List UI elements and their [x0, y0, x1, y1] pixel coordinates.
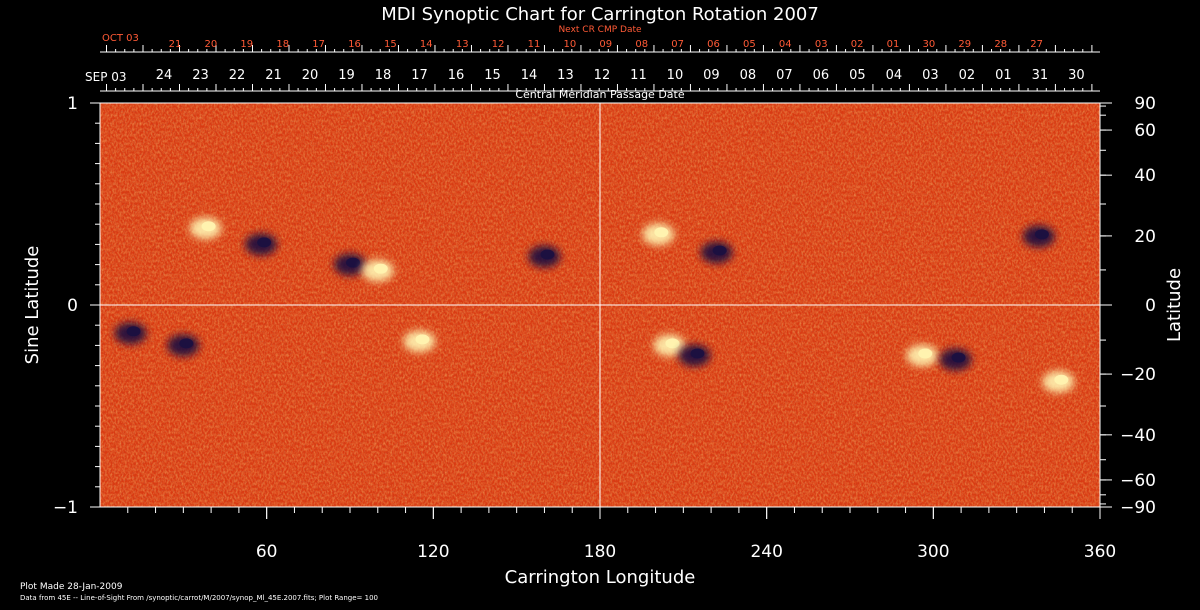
- y-tick-right-label: 90: [1134, 94, 1156, 114]
- cmp-date-axis-label: Central Meridian Passage Date: [515, 88, 684, 101]
- active-region-core: [179, 338, 194, 349]
- active-region-core: [712, 245, 727, 256]
- next-date-label: 09: [599, 39, 612, 50]
- active-region-core: [665, 338, 680, 349]
- cmp-date-label: 05: [849, 68, 866, 83]
- cmp-date-label: 23: [192, 68, 209, 83]
- active-region-core: [201, 221, 216, 232]
- cmp-date-label: 14: [521, 68, 538, 83]
- y-axis-label-left: Sine Latitude: [22, 246, 43, 365]
- y-tick-left-label: −1: [53, 498, 78, 518]
- next-date-label: 06: [707, 39, 720, 50]
- active-region-core: [918, 348, 933, 359]
- axes-group: 60 120 180 240 300 36010−1906040200−20−40−60−…: [53, 39, 1156, 562]
- next-date-label: 08: [635, 39, 648, 50]
- y-tick-right-label: −40: [1120, 426, 1156, 446]
- active-region-core: [346, 257, 360, 268]
- chart-title: MDI Synoptic Chart for Carrington Rotati…: [381, 4, 819, 25]
- cmp-date-label: 20: [302, 68, 319, 83]
- next-date-label: 28: [994, 39, 1007, 50]
- active-region-core: [690, 348, 705, 359]
- y-tick-left-label: 0: [67, 296, 78, 316]
- next-date-label: 16: [348, 39, 361, 50]
- x-tick-label: 360: [1084, 542, 1116, 562]
- cmp-date-label: 10: [667, 68, 684, 83]
- next-date-label: 21: [169, 39, 182, 50]
- active-region-core: [1034, 229, 1049, 240]
- cmp-date-label: 06: [813, 68, 830, 83]
- y-tick-right-label: −60: [1120, 471, 1156, 491]
- y-tick-right-label: 20: [1134, 227, 1156, 247]
- y-tick-right-label: 60: [1134, 121, 1156, 141]
- next-date-label: 03: [815, 39, 828, 50]
- cmp-date-label: 17: [411, 68, 428, 83]
- active-region-core: [373, 263, 388, 274]
- next-date-label: 15: [384, 39, 397, 50]
- next-date-label: 13: [456, 39, 469, 50]
- cmp-date-label: 08: [740, 68, 757, 83]
- next-date-axis-label: Next CR CMP Date: [558, 25, 642, 35]
- active-regions: [114, 217, 1075, 393]
- y-tick-right-label: −20: [1120, 365, 1156, 385]
- cmp-date-label: 15: [484, 68, 501, 83]
- next-date-label: 20: [205, 39, 218, 50]
- next-date-label: 02: [851, 39, 864, 50]
- y-tick-right-label: 40: [1134, 166, 1156, 186]
- cmp-date-label: 03: [922, 68, 939, 83]
- cmp-date-label: 13: [557, 68, 574, 83]
- cmp-date-label: 02: [959, 68, 976, 83]
- next-date-label: 17: [312, 39, 325, 50]
- x-axis-label: Carrington Longitude: [505, 567, 696, 588]
- next-date-label: 07: [671, 39, 684, 50]
- next-date-start-label: OCT 03: [102, 33, 139, 44]
- active-region-core: [540, 249, 555, 260]
- footer-source: Data from 45E -- Line-of-Sight From /syn…: [20, 594, 378, 602]
- cmp-date-label: 19: [338, 68, 355, 83]
- footer-plot-made: Plot Made 28-Jan-2009: [20, 582, 123, 592]
- x-tick-label: 240: [750, 542, 782, 562]
- next-date-label: 01: [887, 39, 900, 50]
- next-date-label: 10: [564, 39, 577, 50]
- next-date-label: 14: [420, 39, 433, 50]
- x-tick-label: 180: [584, 542, 616, 562]
- cmp-date-label: 04: [886, 68, 903, 83]
- cmp-date-label: 22: [229, 68, 246, 83]
- cmp-date-label: 16: [448, 68, 465, 83]
- y-tick-right-label: −90: [1120, 498, 1156, 518]
- y-tick-right-label: 0: [1145, 296, 1156, 316]
- cmp-date-label: 21: [265, 68, 282, 83]
- next-date-label: 05: [743, 39, 756, 50]
- active-region-core: [654, 227, 669, 238]
- x-tick-label: 300: [917, 542, 949, 562]
- cmp-date-label: 18: [375, 68, 392, 83]
- next-date-label: 11: [528, 39, 541, 50]
- y-axis-label-right: Latitude: [1164, 268, 1185, 342]
- next-date-label: 18: [276, 39, 289, 50]
- cmp-date-label: 24: [156, 68, 173, 83]
- active-region-core: [126, 326, 141, 337]
- next-date-label: 29: [958, 39, 971, 50]
- next-date-label: 04: [779, 39, 792, 50]
- cmp-date-label: 12: [594, 68, 611, 83]
- x-tick-label: 120: [417, 542, 449, 562]
- next-date-label: 27: [1030, 39, 1043, 50]
- active-region-core: [951, 352, 966, 363]
- x-tick-label: 60: [256, 542, 278, 562]
- cmp-date-label: 01: [995, 68, 1012, 83]
- active-region-core: [415, 334, 430, 345]
- cmp-date-label: 09: [703, 68, 720, 83]
- active-region-core: [1054, 374, 1069, 385]
- y-tick-left-label: 1: [67, 94, 78, 114]
- cmp-date-label: 11: [630, 68, 647, 83]
- cmp-date-label: 07: [776, 68, 793, 83]
- active-region-core: [257, 237, 272, 248]
- cmp-date-start-label: SEP 03: [85, 70, 127, 84]
- next-date-label: 30: [923, 39, 936, 50]
- next-date-label: 19: [240, 39, 253, 50]
- cmp-date-label: 31: [1032, 68, 1049, 83]
- next-date-label: 12: [492, 39, 505, 50]
- cmp-date-label: 30: [1068, 68, 1085, 83]
